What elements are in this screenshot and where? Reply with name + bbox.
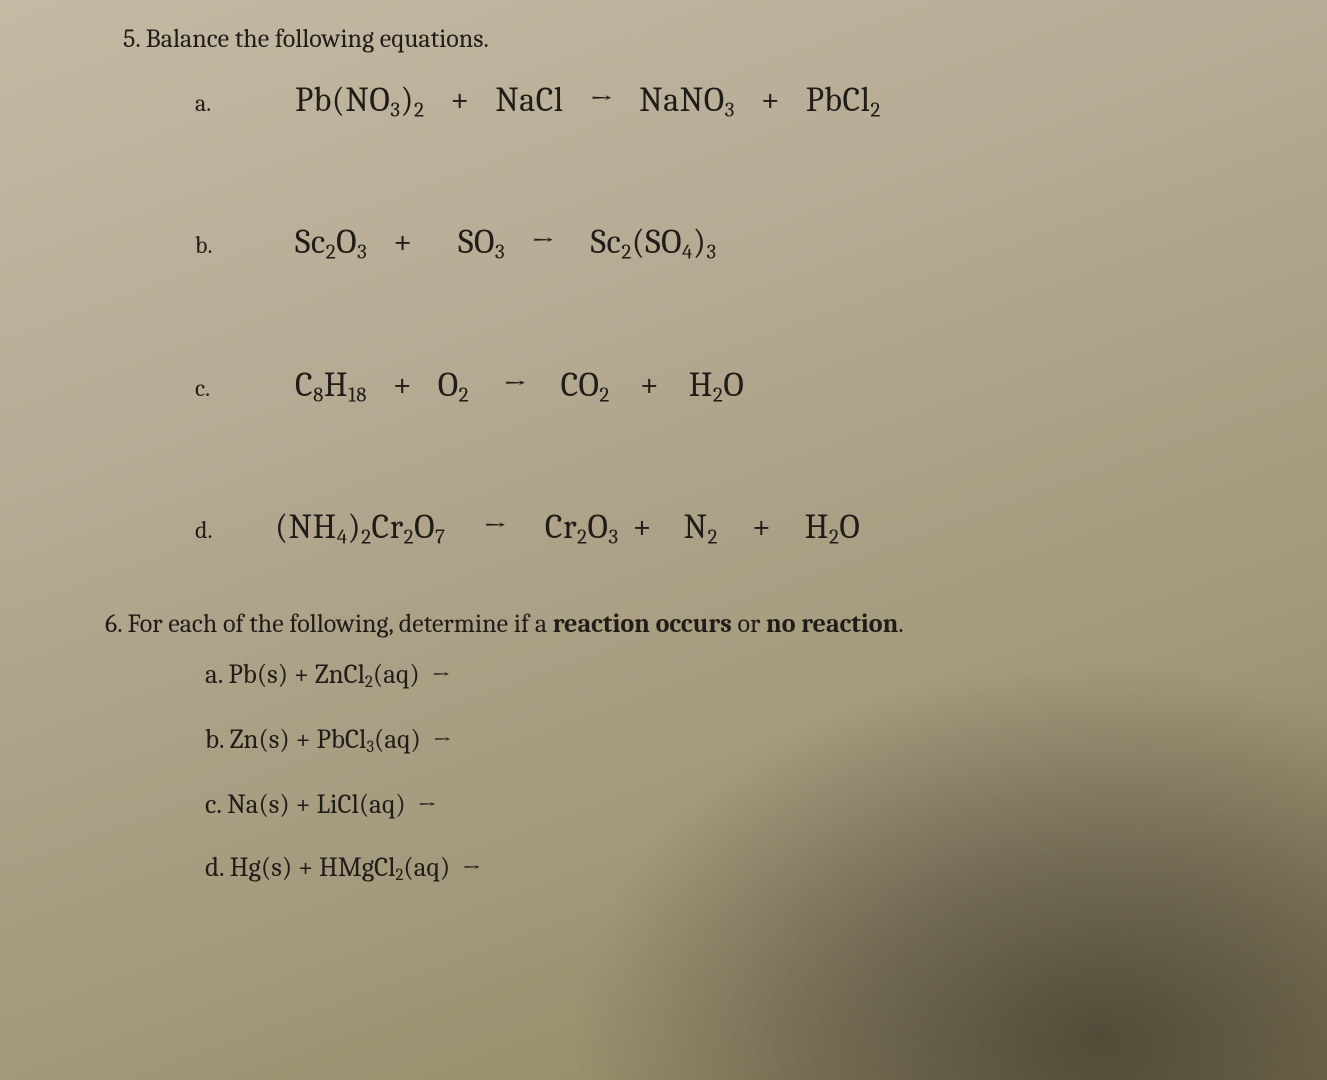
q6a: a. Pb(s) + ZnCl2(aq) → — [205, 659, 1327, 692]
q6-pre: For each of the following, determine if … — [128, 609, 553, 639]
arrow-icon: → — [445, 509, 545, 544]
q5c-rhs2: H2O — [689, 365, 745, 407]
q6-number: 6. — [105, 609, 122, 639]
plus-op: + — [735, 80, 806, 120]
q6b: b. Zn(s) + PbCl3(aq) → — [205, 724, 1327, 757]
q5a-lhs2: NaCl — [495, 80, 563, 120]
worksheet-page: 5. Balance the following equations. a. P… — [0, 0, 1327, 1080]
q6d: d. Hg(s) + HMgCl2(aq) → — [205, 852, 1327, 885]
q5d-rhs2: N2 — [683, 507, 718, 549]
plus-op: + — [610, 365, 689, 405]
q5b-row: b. Sc2O3 + SO3 → Sc2(SO4)3 — [195, 222, 1327, 264]
q5d-letter: d. — [195, 516, 255, 544]
q5c-lhs2: O2 — [438, 365, 469, 407]
q5b-letter: b. — [195, 231, 255, 259]
q6-post: . — [898, 609, 903, 639]
plus-op: + — [367, 222, 438, 262]
q6d-letter: d. — [205, 852, 224, 883]
plus-op: + — [367, 365, 438, 405]
arrow-icon: → — [426, 661, 451, 689]
q5a-rhs2: PbCl2 — [806, 80, 881, 122]
q5b-rhs1: Sc2(SO4)3 — [591, 222, 717, 264]
q6c-letter: c. — [205, 789, 221, 820]
q5a-row: a. Pb(NO3)2 + NaCl → NaNO3 + PbCl2 — [195, 80, 1327, 122]
q5c-letter: c. — [195, 374, 255, 402]
q5-text: Balance the following equations. — [146, 24, 489, 54]
q6-mid: or — [732, 609, 766, 639]
q5c-rhs1: CO2 — [561, 365, 610, 407]
q5d-lhs1: (NH4)2Cr2O7 — [275, 507, 445, 549]
arrow-icon: → — [427, 726, 452, 754]
q5a-letter: a. — [195, 89, 255, 117]
q5c-lhs1: C8H18 — [295, 365, 367, 407]
arrow-icon: → — [412, 791, 437, 819]
arrow-icon: → — [505, 224, 581, 259]
plus-op: + — [424, 80, 495, 120]
q5b-lhs1: Sc2O3 — [295, 222, 367, 264]
arrow-icon: → — [456, 854, 481, 882]
q5d-rhs1: Cr2O3 — [545, 507, 619, 549]
q6-bold2: no reaction — [766, 609, 898, 639]
q5d-rhs3: H2O — [805, 507, 861, 549]
q5c-row: c. C8H18 + O2 → CO2 + H2O — [195, 365, 1327, 407]
q5d-row: d. (NH4)2Cr2O7 → Cr2O3 + N2 + H2O — [195, 507, 1327, 549]
plus-op: + — [718, 507, 805, 547]
q5-prompt: 5. Balance the following equations. — [123, 24, 1327, 54]
q6-bold1: reaction occurs — [553, 609, 732, 639]
q5a-rhs1: NaNO3 — [639, 80, 735, 122]
q6b-letter: b. — [205, 724, 224, 755]
arrow-icon: → — [564, 82, 640, 117]
arrow-icon: → — [469, 367, 561, 402]
q5a-lhs1: Pb(NO3)2 — [295, 80, 424, 122]
q6-prompt: 6. For each of the following, determine … — [105, 609, 1327, 639]
q5-number: 5. — [123, 24, 140, 54]
q5b-lhs2: SO3 — [458, 222, 505, 264]
q6c: c. Na(s) + LiCl(aq) → — [205, 789, 1327, 820]
plus-op: + — [619, 507, 666, 547]
q6a-letter: a. — [205, 659, 222, 690]
